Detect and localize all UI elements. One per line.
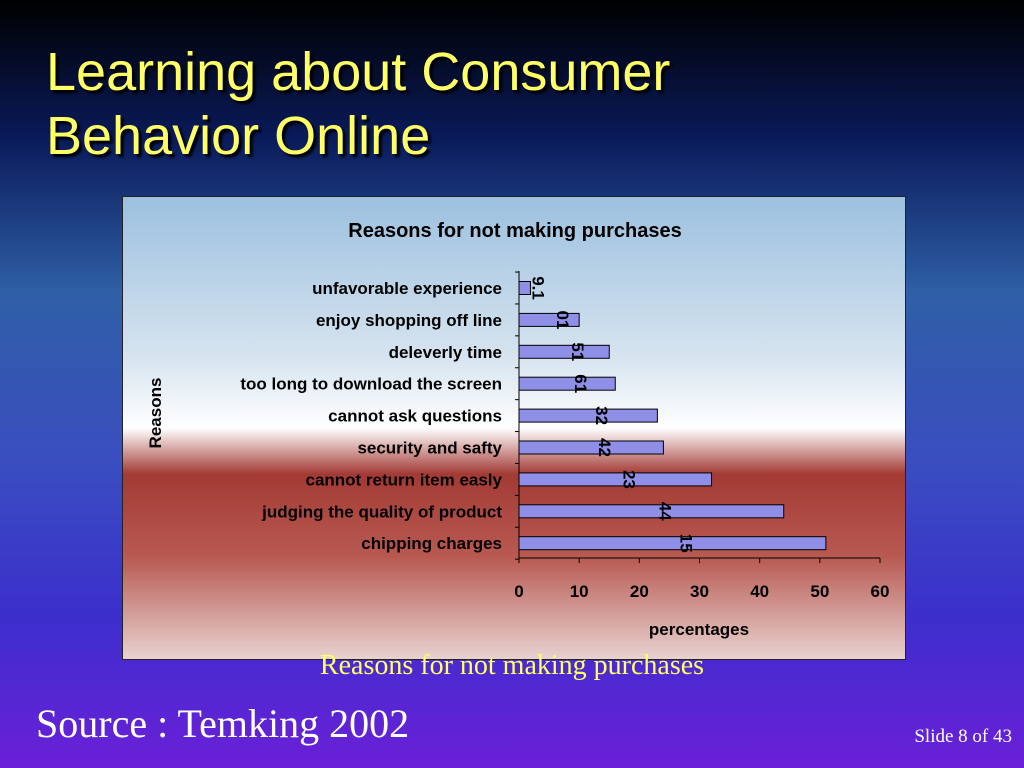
x-tick-label: 10 (570, 582, 589, 601)
bar (518, 504, 785, 519)
x-tick-label: 40 (750, 582, 769, 601)
data-label: 23 (619, 470, 638, 489)
bar (518, 408, 658, 423)
y-axis-label: Reasons (146, 378, 165, 449)
bar (518, 440, 664, 455)
category-label: chipping charges (361, 534, 502, 553)
category-label: deleverly time (389, 343, 502, 362)
chart-panel: Reasons for not making purchases Reasons… (122, 196, 906, 660)
category-label: security and safty (357, 439, 502, 458)
slide-title-line-2: Behavior Online (46, 106, 431, 166)
category-label: cannot ask questions (328, 407, 502, 426)
category-label: cannot return item easly (305, 470, 502, 489)
bar (518, 281, 531, 295)
bar (518, 472, 713, 487)
bar-chart: Reasons for not making purchases Reasons… (146, 220, 889, 639)
x-axis-label: percentages (649, 620, 749, 639)
data-label: 01 (553, 310, 572, 329)
category-label: too long to download the screen (240, 375, 502, 394)
category-label: unfavorable experience (312, 279, 502, 298)
data-label: 32 (592, 406, 611, 425)
x-tick-label: 30 (690, 582, 709, 601)
x-tick-label: 60 (871, 582, 890, 601)
x-tick-label: 20 (630, 582, 649, 601)
category-label: judging the quality of product (261, 502, 502, 521)
bar (518, 344, 610, 359)
data-label: 51 (568, 342, 587, 361)
data-label: 42 (595, 438, 614, 457)
bar (518, 536, 827, 551)
data-label: 15 (676, 534, 695, 553)
data-label: 44 (655, 502, 674, 521)
chart-title: Reasons for not making purchases (348, 220, 681, 242)
slide-number: Slide 8 of 43 (914, 726, 1012, 747)
slide-title: Learning about Consumer Behavior Online (46, 40, 946, 168)
slide-title-line-1: Learning about Consumer (46, 42, 671, 102)
x-tick-label: 0 (514, 582, 523, 601)
chart-caption: Reasons for not making purchases (319, 650, 705, 681)
source-text: Source : Temking 2002 (36, 701, 410, 746)
data-label: 9.1 (529, 276, 548, 300)
category-label: enjoy shopping off line (316, 311, 502, 330)
bar (518, 312, 580, 327)
x-tick-label: 50 (810, 582, 829, 601)
data-label: 61 (571, 374, 590, 393)
bar (518, 376, 616, 391)
